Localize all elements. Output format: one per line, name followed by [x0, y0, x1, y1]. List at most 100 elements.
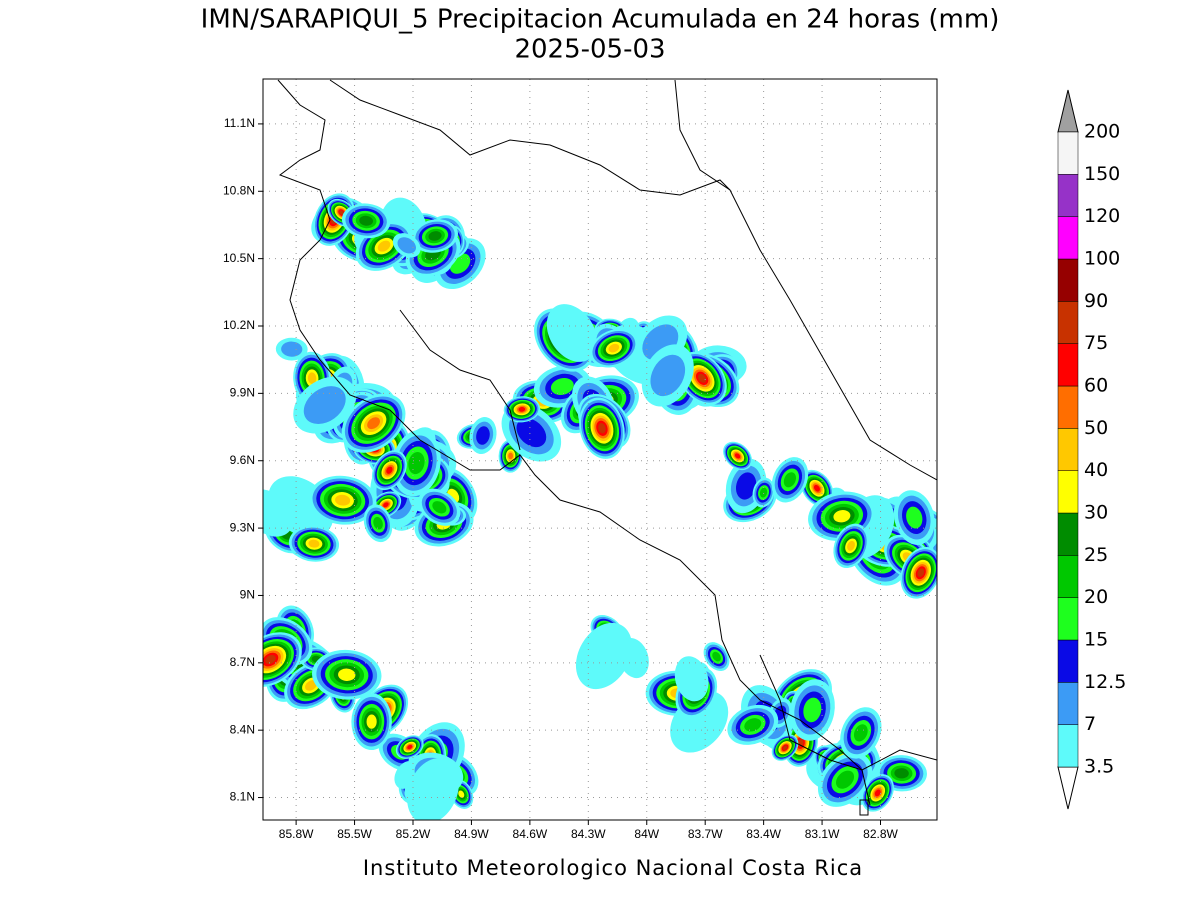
- precip-blob: [458, 790, 465, 798]
- precip-blob: [546, 304, 598, 362]
- x-tick-label: 83.4W: [746, 827, 781, 841]
- precip-blob: [759, 487, 768, 498]
- colorbar-label: 50: [1084, 417, 1108, 439]
- colorbar-box: [1057, 428, 1079, 471]
- x-tick-label: 85.5W: [337, 827, 372, 841]
- map-title: IMN/SARAPIQUI_5 Precipitacion Acumulada …: [201, 5, 1000, 35]
- colorbar-over: [1057, 89, 1079, 133]
- precip-blob: [339, 210, 345, 216]
- precip-blob: [894, 768, 909, 779]
- colorbar-box: [1057, 258, 1079, 302]
- precip-blob: [847, 540, 855, 551]
- colorbar-label: 75: [1084, 332, 1108, 354]
- coastline: [399, 309, 521, 451]
- precip-blob: [397, 237, 416, 254]
- y-tick-label: 8.4N: [230, 722, 255, 736]
- precip-blob: [906, 506, 923, 529]
- precip-blob: [836, 770, 855, 789]
- colorbar-under: [1057, 766, 1079, 810]
- colorbar-box: [1057, 343, 1079, 387]
- precip-blob: [386, 466, 393, 474]
- coastline: [329, 79, 731, 196]
- y-tick-label: 10.5N: [223, 251, 255, 265]
- colorbar-box: [1057, 216, 1079, 260]
- coastline: [277, 79, 871, 806]
- precip-blob: [305, 680, 318, 691]
- y-tick-label: 8.7N: [230, 655, 255, 669]
- precip-blob: [874, 789, 881, 797]
- colorbar-label: 90: [1084, 290, 1108, 312]
- border: [759, 654, 937, 771]
- precip-blob: [712, 651, 721, 662]
- precip-blob: [367, 417, 380, 430]
- precip-blob: [698, 373, 707, 383]
- colorbar-label: 20: [1084, 586, 1108, 608]
- colorbar-label: 25: [1084, 544, 1108, 566]
- precip-blob: [265, 655, 276, 665]
- precip-blob: [917, 568, 925, 578]
- x-tick-label: 82.8W: [863, 827, 898, 841]
- precip-blob: [744, 718, 762, 732]
- x-tick-label: 84W: [634, 827, 659, 841]
- precip-blob: [407, 758, 459, 820]
- precip-blob: [575, 622, 633, 690]
- y-tick-label: 9.3N: [230, 520, 255, 534]
- colorbar-box: [1057, 301, 1079, 344]
- precip-blob: [734, 453, 741, 459]
- x-tick-label: 85.8W: [279, 827, 314, 841]
- colorbar-box: [1057, 724, 1079, 768]
- y-tick-label: 9.9N: [230, 386, 255, 400]
- x-tick-label: 85.2W: [396, 827, 431, 841]
- colorbar-box: [1057, 470, 1079, 514]
- precip-blob: [303, 386, 346, 425]
- colorbar-box: [1057, 555, 1079, 598]
- x-tick-label: 84.6W: [513, 827, 548, 841]
- precip-blob: [373, 516, 383, 530]
- precip-blob: [608, 343, 620, 353]
- precip-blob: [550, 378, 574, 395]
- precip-blob: [359, 215, 374, 226]
- precip-blob: [518, 406, 526, 412]
- precip-blob: [598, 423, 606, 434]
- x-tick-label: 84.9W: [454, 827, 489, 841]
- footer: Instituto Meteorologico Nacional Costa R…: [363, 856, 863, 880]
- precip-blob: [408, 451, 425, 475]
- precip-blob: [508, 452, 513, 460]
- colorbar-label: 30: [1084, 502, 1108, 524]
- precip-blob: [853, 724, 868, 742]
- precip-blob: [377, 240, 391, 252]
- precip-blob: [650, 354, 686, 397]
- precip-field: [263, 193, 937, 820]
- colorbar-label: 60: [1084, 375, 1108, 397]
- colorbar-label: 3.5: [1084, 756, 1114, 778]
- precip-blob: [432, 501, 447, 514]
- precip-blob: [335, 494, 351, 506]
- colorbar-label: 15: [1084, 629, 1108, 651]
- colorbar-label: 12.5: [1084, 671, 1126, 693]
- x-tick-label: 83.1W: [805, 827, 840, 841]
- colorbar: 3.5 7 12.5 15 20 25 30 40 50 60 75 90 100 120 150 200: [1057, 89, 1126, 810]
- colorbar-label: 200: [1084, 121, 1120, 143]
- precip-blob: [674, 656, 709, 702]
- colorbar-box: [1057, 174, 1079, 217]
- precip-blob: [383, 502, 389, 508]
- y-tick-label: 9N: [240, 588, 255, 602]
- colorbar-box: [1057, 639, 1079, 683]
- precip-blob: [428, 231, 442, 241]
- y-tick-label: 11.1N: [224, 116, 255, 130]
- colorbar-label: 120: [1084, 205, 1120, 227]
- colorbar-box: [1057, 597, 1079, 641]
- map-frame: [262, 78, 938, 821]
- precip-blob: [308, 539, 320, 548]
- precip-blob: [338, 668, 356, 681]
- colorbar-box: [1057, 512, 1079, 556]
- precip-blob: [516, 418, 547, 448]
- colorbar-box: [1057, 385, 1079, 429]
- precip-blob: [263, 489, 294, 537]
- precip-blob: [735, 472, 757, 500]
- colorbar-label: 150: [1084, 163, 1120, 185]
- colorbar-box: [1057, 682, 1079, 725]
- y-tick-label: 10.8N: [223, 183, 255, 197]
- coastlines: [277, 79, 937, 816]
- x-tick-label: 84.3W: [571, 827, 606, 841]
